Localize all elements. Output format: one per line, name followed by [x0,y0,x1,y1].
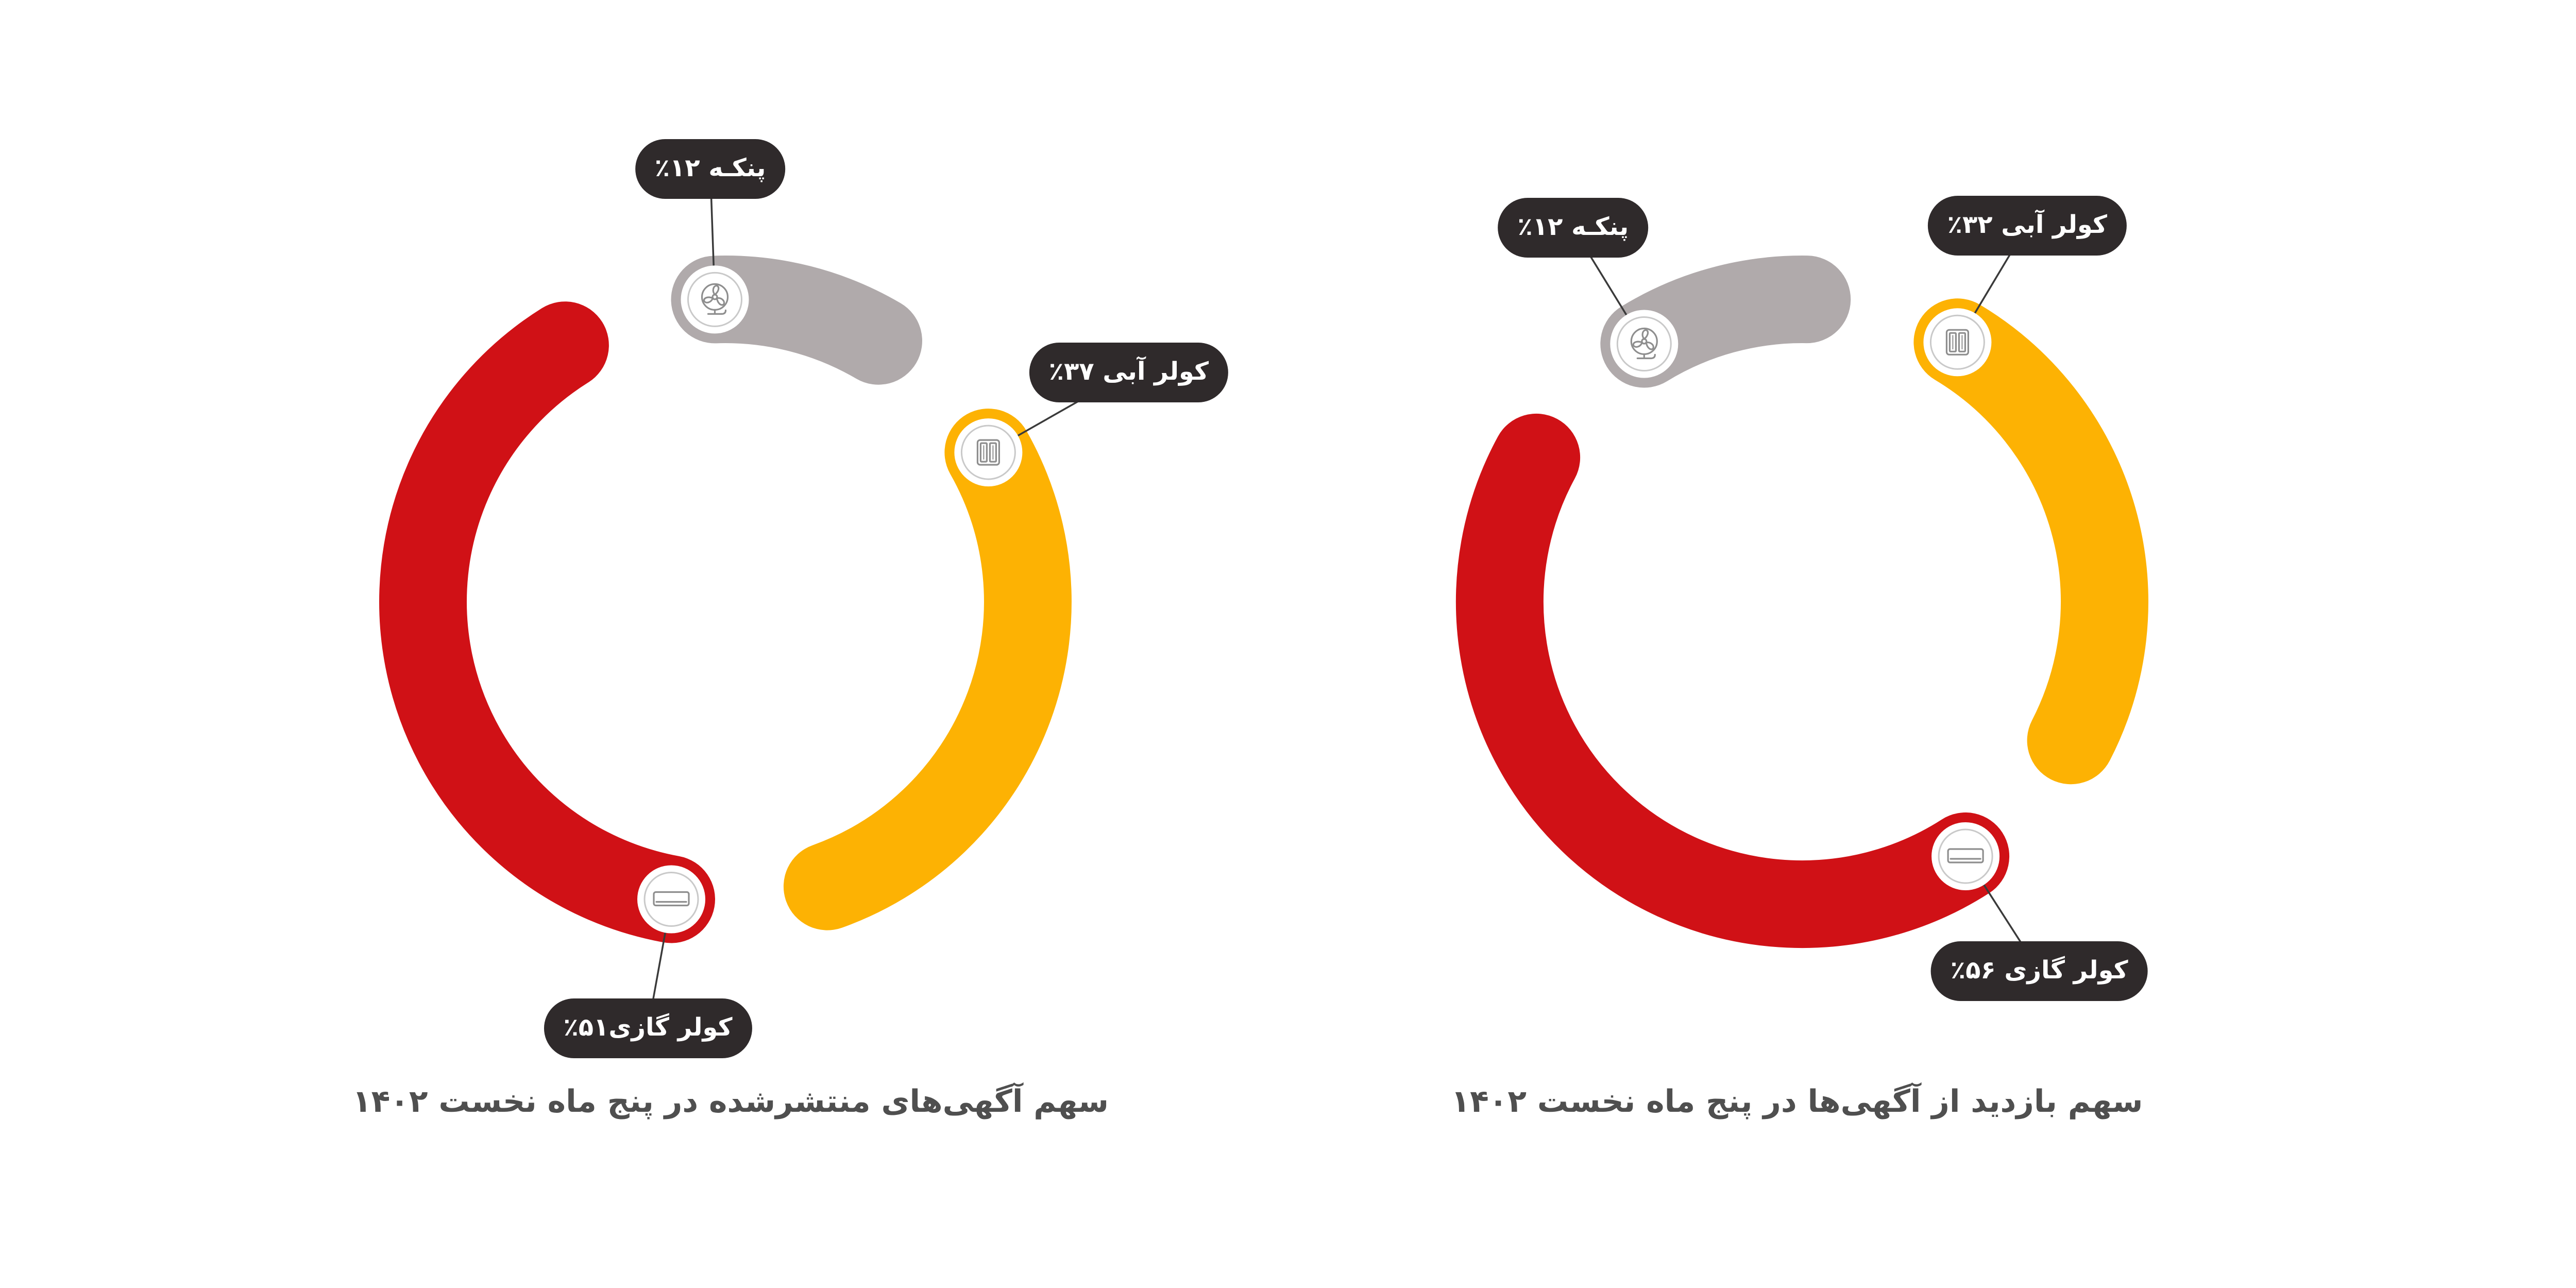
label-evaporative-cooler: کولر آبی ۳۷٪ [1029,343,1229,403]
donut-chart-ad-views [1456,225,2148,972]
fan-icon [681,265,749,334]
air-conditioner-icon [1931,822,2000,890]
label-fan: پنکـه ۱۲٪ [635,139,786,199]
fan-icon [1610,310,1679,378]
segment-evaporative-cooler [783,409,1072,930]
chart-title-published-ads: سهم آگهی‌های منتشرشده در پنج ماه نخست ۱۴… [352,1083,1109,1120]
icon-ring [960,425,1016,480]
segment-air-conditioner [1456,413,2010,948]
donut-chart-published-ads [379,168,1129,1029]
segment-evaporative-cooler [1913,298,2148,785]
icon-ring [687,272,742,327]
icon-ring [1938,828,1993,884]
icon-ring [643,872,699,927]
icon-ring [1929,314,1985,370]
icon-badge-background [637,865,705,934]
icon-badge-background [1923,308,1992,377]
air-conditioner-icon [637,865,705,934]
label-evaporative-cooler: کولر آبی ۳۲٪ [1927,196,2127,256]
label-fan: پنکـه ۱۲٪ [1498,198,1649,258]
segment-air-conditioner [379,301,715,943]
label-air-conditioner: کولر گازی۵۱٪ [544,998,752,1059]
evaporative-cooler-icon [1923,308,1992,377]
icon-badge-background [1931,822,2000,890]
chart-title-ad-views: سهم بازدید از آگهی‌ها در پنج ماه نخست ۱۴… [1451,1083,2143,1120]
label-air-conditioner: کولر گازی ۵۶٪ [1930,941,2148,1001]
evaporative-cooler-icon [954,418,1023,487]
icon-ring [1616,316,1672,371]
icon-badge-background [954,418,1023,487]
